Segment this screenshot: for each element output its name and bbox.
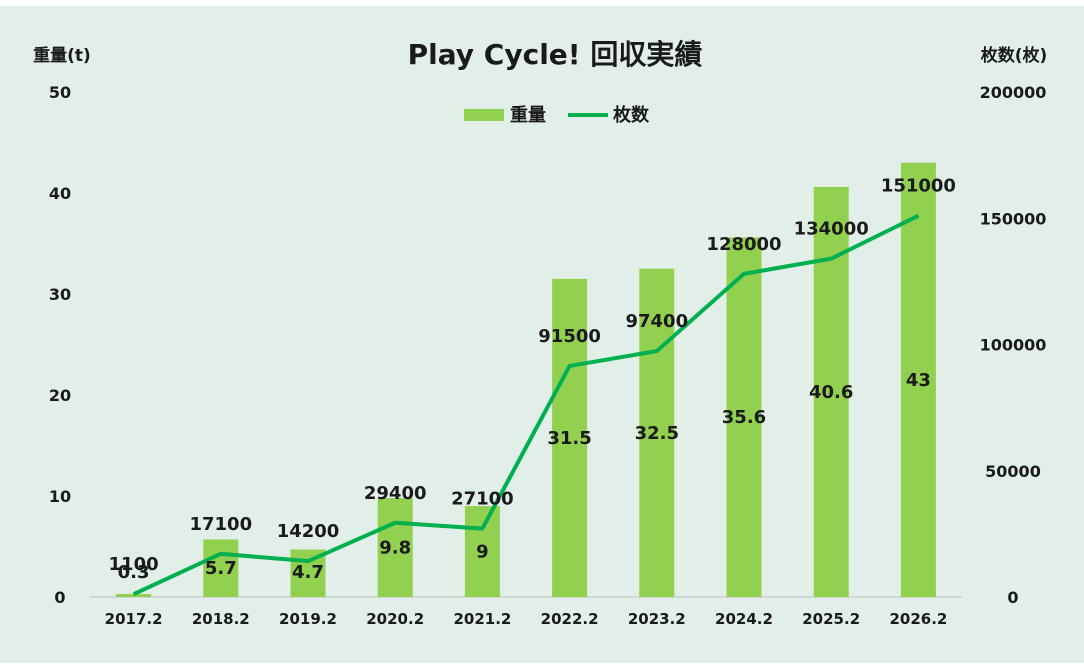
bar bbox=[116, 593, 152, 597]
y-right-tick-label: 200000 bbox=[980, 83, 1047, 102]
bar-series bbox=[116, 162, 936, 597]
line-data-labels: 1100 17100 14200 29400 27100 91500 97400 128000… bbox=[109, 176, 956, 575]
x-category-labels: 2017.2 2018.2 2019.2 2020.2 2021.2 2022.2 2023… bbox=[105, 610, 948, 628]
line-series bbox=[132, 213, 920, 597]
legend-line-label: 枚数 bbox=[613, 104, 650, 126]
bar-data-label: 0.3 bbox=[118, 562, 150, 583]
line-data-label: 29400 bbox=[364, 483, 427, 504]
bar bbox=[639, 268, 675, 597]
bar-data-labels: 0.3 5.7 4.7 9.8 9 31.5 32.5 35.6 40.6 43 bbox=[118, 370, 931, 583]
y-left-tick-label: 40 bbox=[49, 184, 71, 203]
bar-data-label: 5.7 bbox=[205, 558, 237, 579]
x-category-label: 2018.2 bbox=[192, 610, 250, 628]
x-category-label: 2019.2 bbox=[279, 610, 337, 628]
bar-data-label: 9.8 bbox=[379, 538, 411, 559]
line-data-label: 14200 bbox=[277, 521, 340, 542]
x-category-label: 2023.2 bbox=[628, 610, 686, 628]
bar bbox=[464, 506, 500, 597]
x-category-label: 2025.2 bbox=[802, 610, 860, 628]
x-category-label: 2022.2 bbox=[541, 610, 599, 628]
y-left-tick-label: 0 bbox=[54, 588, 65, 607]
y-right-axis-title: 枚数(枚) bbox=[981, 45, 1048, 66]
line-data-label: 91500 bbox=[538, 326, 601, 347]
bar-data-label: 31.5 bbox=[547, 428, 591, 449]
x-category-label: 2017.2 bbox=[105, 610, 163, 628]
line-data-label: 1100 bbox=[109, 554, 159, 575]
bar-data-label: 4.7 bbox=[292, 562, 324, 583]
chart-container: Play Cycle! 回収実績 重量(t) 枚数(枚) 重量 枚数 0 10 20… bbox=[0, 6, 1084, 663]
line-data-label: 151000 bbox=[881, 176, 956, 197]
bar-data-label: 35.6 bbox=[722, 407, 766, 428]
line-data-label: 128000 bbox=[706, 234, 781, 255]
bar bbox=[203, 539, 239, 597]
bar bbox=[552, 278, 588, 597]
bar-data-label: 43 bbox=[906, 370, 931, 391]
line-data-label: 27100 bbox=[451, 489, 514, 510]
bar bbox=[900, 162, 936, 597]
x-category-label: 2021.2 bbox=[453, 610, 511, 628]
line-data-label: 97400 bbox=[625, 311, 688, 332]
bar bbox=[726, 237, 762, 597]
legend-bar-label: 重量 bbox=[510, 104, 546, 126]
x-category-label: 2026.2 bbox=[889, 610, 947, 628]
y-right-tick-label: 150000 bbox=[980, 209, 1047, 228]
line-data-label: 134000 bbox=[794, 219, 869, 240]
chart-title: Play Cycle! 回収実績 bbox=[408, 38, 703, 71]
y-right-tick-label: 0 bbox=[1007, 588, 1018, 607]
bar-data-label: 9 bbox=[476, 542, 489, 563]
y-right-ticks: 0 50000 100000 150000 200000 bbox=[980, 83, 1047, 607]
y-right-tick-label: 50000 bbox=[985, 462, 1041, 481]
legend-bar-swatch bbox=[464, 109, 504, 121]
bar bbox=[377, 498, 413, 597]
y-right-tick-label: 100000 bbox=[980, 336, 1047, 355]
y-left-ticks: 0 10 20 30 40 50 bbox=[49, 83, 71, 607]
bar bbox=[813, 186, 849, 597]
y-left-tick-label: 10 bbox=[49, 487, 71, 506]
y-left-tick-label: 20 bbox=[49, 386, 71, 405]
bar-data-label: 40.6 bbox=[809, 382, 853, 403]
y-left-tick-label: 30 bbox=[49, 285, 71, 304]
x-category-label: 2024.2 bbox=[715, 610, 773, 628]
line-path bbox=[132, 213, 920, 597]
x-category-label: 2020.2 bbox=[366, 610, 424, 628]
y-left-tick-label: 50 bbox=[49, 83, 71, 102]
legend: 重量 枚数 bbox=[464, 104, 650, 126]
bar-data-label: 32.5 bbox=[635, 423, 679, 444]
y-left-axis-title: 重量(t) bbox=[33, 45, 91, 66]
chart-svg: Play Cycle! 回収実績 重量(t) 枚数(枚) 重量 枚数 0 10 20… bbox=[33, 38, 1048, 628]
line-data-label: 17100 bbox=[189, 514, 252, 535]
